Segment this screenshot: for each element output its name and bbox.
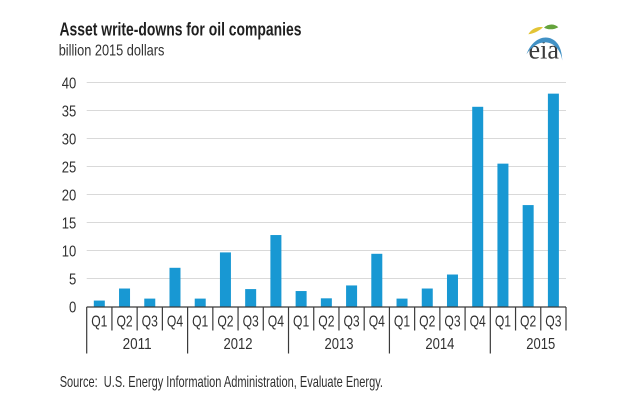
svg-text:Q4: Q4 [369, 314, 385, 331]
svg-text:Q3: Q3 [142, 314, 158, 331]
svg-text:Q1: Q1 [495, 314, 511, 331]
svg-text:Q2: Q2 [217, 314, 233, 331]
svg-text:Q3: Q3 [343, 314, 359, 331]
svg-text:Q1: Q1 [394, 314, 410, 331]
svg-text:40: 40 [62, 75, 77, 92]
svg-text:10: 10 [62, 243, 77, 260]
svg-text:5: 5 [69, 271, 76, 288]
svg-text:20: 20 [62, 187, 77, 204]
svg-text:35: 35 [62, 103, 77, 120]
svg-text:2011: 2011 [123, 336, 152, 353]
svg-text:2013: 2013 [324, 336, 353, 353]
svg-text:Q3: Q3 [444, 314, 460, 331]
svg-text:Q3: Q3 [243, 314, 259, 331]
svg-text:30: 30 [62, 131, 77, 148]
svg-text:15: 15 [62, 215, 77, 232]
svg-text:2012: 2012 [224, 336, 253, 353]
svg-text:Q4: Q4 [268, 314, 284, 331]
svg-text:Q3: Q3 [545, 314, 561, 331]
svg-text:Q2: Q2 [520, 314, 536, 331]
svg-text:Source: U.S. Energy Informati: Source: U.S. Energy Information Administ… [60, 374, 383, 391]
svg-text:Q2: Q2 [318, 314, 334, 331]
svg-text:Asset write-downs for oil comp: Asset write-downs for oil companies [60, 18, 302, 39]
svg-text:billion 2015 dollars: billion 2015 dollars [59, 43, 165, 60]
svg-text:0: 0 [69, 299, 76, 316]
svg-text:Q1: Q1 [192, 314, 208, 331]
svg-text:2015: 2015 [526, 336, 555, 353]
svg-text:25: 25 [62, 159, 77, 176]
svg-text:2014: 2014 [425, 336, 454, 353]
svg-text:Q1: Q1 [91, 314, 107, 331]
svg-text:Q2: Q2 [419, 314, 435, 331]
svg-text:Q4: Q4 [470, 314, 486, 331]
svg-text:Q2: Q2 [116, 314, 132, 331]
svg-text:Q4: Q4 [167, 314, 183, 331]
svg-text:Q1: Q1 [293, 314, 309, 331]
